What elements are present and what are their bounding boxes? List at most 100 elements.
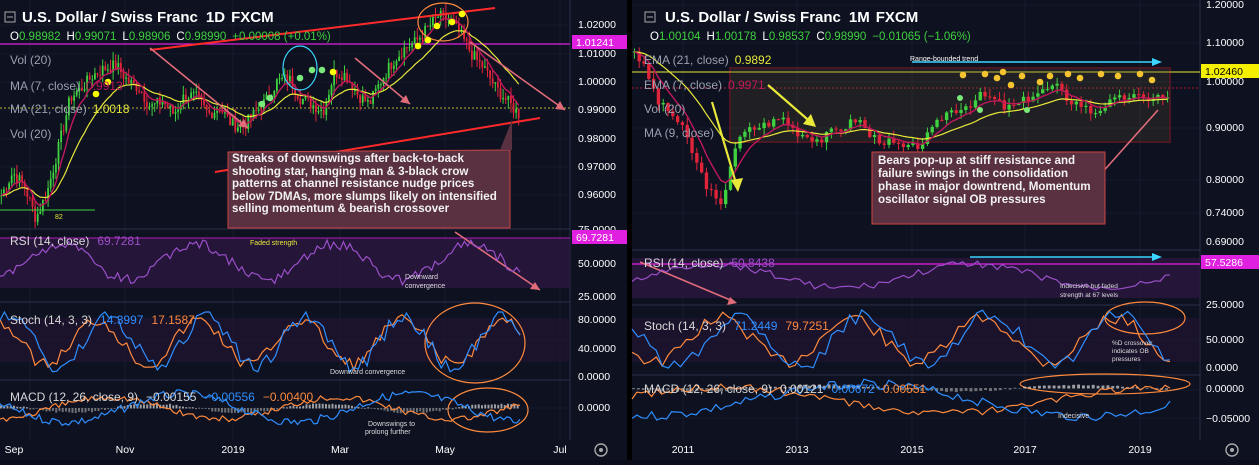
pattern-marker bbox=[104, 78, 112, 86]
macd-histogram-bar bbox=[227, 408, 230, 413]
candle-body bbox=[49, 178, 52, 189]
price-badge-label: 57.5286 bbox=[1205, 257, 1243, 269]
macd-histogram-bar bbox=[201, 408, 204, 409]
macd-histogram-bar bbox=[720, 388, 723, 392]
right-annotation-callout: Bears pop-up at stiff resistance and fai… bbox=[871, 151, 1106, 225]
candle-body bbox=[723, 189, 728, 205]
macd-histogram-bar bbox=[406, 408, 409, 413]
price-badge bbox=[572, 230, 627, 244]
macd-histogram-bar bbox=[641, 388, 645, 390]
candle-body bbox=[236, 127, 239, 132]
macd-histogram-bar bbox=[429, 408, 431, 412]
macd-histogram-bar bbox=[646, 388, 650, 390]
left-stoch-k-line bbox=[0, 310, 521, 374]
candle-body bbox=[444, 12, 447, 20]
left-price-axis: 1.02000 1.01000 1.00000 0.99000 0.98000 0.970… bbox=[572, 19, 627, 414]
ohlc-values: O1.00104 H1.00178 L0.98537 C0.98990 −0.01065… bbox=[650, 31, 971, 43]
price-tick-label: 0.0000 bbox=[578, 402, 610, 414]
macd-histogram-bar bbox=[432, 408, 435, 412]
candle-body bbox=[15, 174, 18, 183]
candle-body bbox=[333, 70, 336, 86]
candle-body bbox=[1141, 94, 1146, 98]
macd-histogram-bar bbox=[367, 407, 370, 409]
pane-label-part: MACD (12, 26, close, 9) bbox=[10, 390, 138, 404]
macd-histogram-bar bbox=[886, 388, 890, 389]
macd-histogram-bar bbox=[58, 408, 61, 412]
macd-histogram-bar bbox=[87, 408, 90, 411]
candle-body bbox=[408, 47, 411, 49]
candle-body bbox=[299, 98, 302, 104]
macd-histogram-bar bbox=[1077, 384, 1081, 389]
left-candles bbox=[0, 3, 520, 229]
indicator-label[interactable]: Vol (20) bbox=[10, 127, 51, 141]
pane-label[interactable]: MACD (12, 26, close, 9) −0.00155 −0.00556−… bbox=[10, 390, 314, 404]
macd-histogram-bar bbox=[1165, 388, 1169, 391]
left-macd-line bbox=[0, 389, 521, 427]
candle-body bbox=[226, 112, 229, 116]
macd-histogram-bar bbox=[998, 388, 1002, 391]
candle-body bbox=[161, 102, 164, 105]
candle-body bbox=[109, 69, 112, 73]
pane-label[interactable]: Stoch (14, 3, 3) 14.3997 17.1587 bbox=[10, 313, 195, 327]
hamburger-icon[interactable] bbox=[4, 11, 16, 23]
hamburger-icon[interactable] bbox=[644, 11, 656, 23]
macd-histogram-bar bbox=[676, 388, 679, 392]
pane-label[interactable]: RSI (14, close) 69.7281 bbox=[10, 234, 141, 248]
time-tick-label: May bbox=[435, 444, 456, 456]
macd-histogram-bar bbox=[773, 386, 777, 389]
candle-body bbox=[140, 91, 143, 93]
pane-label[interactable]: MACD (12, 26, close, 9) 0.00121 0.00672 0.0… bbox=[644, 382, 927, 396]
indicator-label[interactable]: MA (9, close) bbox=[644, 126, 714, 140]
macd-histogram-bar bbox=[861, 386, 865, 389]
indicator-label[interactable]: Vol (20) bbox=[644, 102, 685, 116]
macd-histogram-bar bbox=[302, 405, 305, 409]
pane-label[interactable]: RSI (14, close) 50.8438 bbox=[644, 256, 775, 270]
candle-body bbox=[216, 110, 219, 113]
right-chart-panel: Range-bounded trend bbox=[631, 0, 1259, 460]
candle-body bbox=[166, 104, 169, 108]
pane-label-part: Stoch (14, 3, 3) bbox=[644, 319, 726, 333]
gear-icon[interactable] bbox=[1225, 443, 1239, 457]
menu-frame-icon[interactable] bbox=[4, 11, 16, 23]
pane-label[interactable]: Stoch (14, 3, 3) 71.2449 79.7251 bbox=[644, 319, 829, 333]
candle-body bbox=[145, 101, 148, 107]
macd-histogram-bar bbox=[1116, 385, 1120, 389]
price-tick-label: 0.99000 bbox=[578, 104, 616, 116]
left-settings-icon[interactable] bbox=[594, 443, 608, 457]
macd-histogram-bar bbox=[749, 388, 753, 390]
menu-frame-icon[interactable] bbox=[644, 11, 656, 23]
candle-body bbox=[112, 60, 115, 73]
indicator-label[interactable]: Vol (20) bbox=[10, 53, 51, 67]
candle-body bbox=[978, 91, 982, 101]
pattern-marker bbox=[1064, 70, 1072, 78]
right-timeframe[interactable]: 1M bbox=[849, 9, 870, 26]
right-settings-icon[interactable] bbox=[1225, 443, 1239, 457]
ohlc-value: 1.00178 bbox=[715, 31, 757, 43]
left-timeframe[interactable]: 1D bbox=[206, 9, 225, 26]
candle-body bbox=[872, 134, 877, 137]
macd-histogram-bar bbox=[871, 386, 875, 389]
pane-label-part: RSI (14, close) bbox=[644, 256, 723, 270]
macd-histogram-bar bbox=[754, 388, 758, 389]
candle-body bbox=[52, 172, 55, 179]
macd-histogram-bar bbox=[299, 406, 301, 409]
candle-body bbox=[244, 127, 247, 130]
macd-histogram-bar bbox=[1086, 385, 1090, 389]
candle-body bbox=[275, 79, 278, 91]
indicator-label[interactable]: EMA (7, close) 0.9971 bbox=[644, 78, 765, 92]
indicator-label[interactable]: MA (21, close) 1.0018 bbox=[10, 102, 130, 116]
macd-histogram-bar bbox=[455, 407, 457, 409]
candle-body bbox=[494, 82, 497, 84]
gear-hub-icon bbox=[1230, 448, 1234, 452]
left-downswing-arrow bbox=[469, 41, 566, 111]
candle-body bbox=[1113, 97, 1117, 100]
gear-icon[interactable] bbox=[594, 443, 608, 457]
macd-histogram-bar bbox=[120, 405, 123, 409]
indicator-label[interactable]: EMA (21, close) 0.9892 bbox=[644, 53, 772, 67]
macd-histogram-bar bbox=[26, 407, 28, 409]
indicator-label[interactable]: MA (7, close) 0.9913 bbox=[10, 79, 123, 93]
pane-label-part: 14.3997 bbox=[100, 313, 144, 327]
pattern-marker bbox=[1024, 107, 1030, 113]
left-chart-panel: 82 St bbox=[0, 0, 627, 460]
left-indicator-labels: Vol (20) MA (7, close) 0.9913 MA (21, close… bbox=[10, 53, 314, 404]
